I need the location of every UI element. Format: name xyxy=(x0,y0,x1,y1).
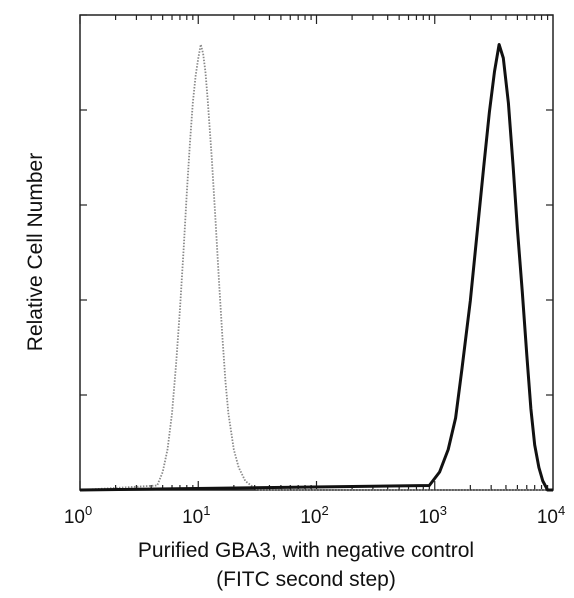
x-tick-label-exponent: 1 xyxy=(203,503,210,518)
x-tick-label-base: 10 xyxy=(64,507,85,528)
plot-frame xyxy=(79,14,554,491)
x-tick-label-exponent: 4 xyxy=(558,503,565,518)
x-tick-label-base: 10 xyxy=(300,507,321,528)
control-histogram-line xyxy=(79,43,553,491)
x-tick-label: 104 xyxy=(537,503,565,528)
x-axis-title-line1: Purified GBA3, with negative control xyxy=(138,539,474,562)
x-axis-title-line2: (FITC second step) xyxy=(216,568,396,591)
x-tick-label-base: 10 xyxy=(537,507,558,528)
x-tick-label-exponent: 3 xyxy=(440,503,447,518)
x-tick-label-exponent: 0 xyxy=(85,503,92,518)
x-tick-label-base: 10 xyxy=(182,507,203,528)
histogram-series xyxy=(79,43,553,492)
y-axis-ticks xyxy=(80,14,553,396)
x-tick-label: 100 xyxy=(64,503,92,528)
y-axis-title: Relative Cell Number xyxy=(24,153,47,351)
x-tick-label: 103 xyxy=(419,503,447,528)
x-tick-label: 102 xyxy=(300,503,328,528)
x-axis-ticks xyxy=(79,15,549,490)
x-axis-tick-labels: 100 101 102 103 104 xyxy=(64,503,565,528)
x-tick-label-base: 10 xyxy=(419,507,440,528)
x-tick-label-exponent: 2 xyxy=(321,503,328,518)
sample-histogram-line xyxy=(79,43,553,492)
x-tick-label: 101 xyxy=(182,503,210,528)
